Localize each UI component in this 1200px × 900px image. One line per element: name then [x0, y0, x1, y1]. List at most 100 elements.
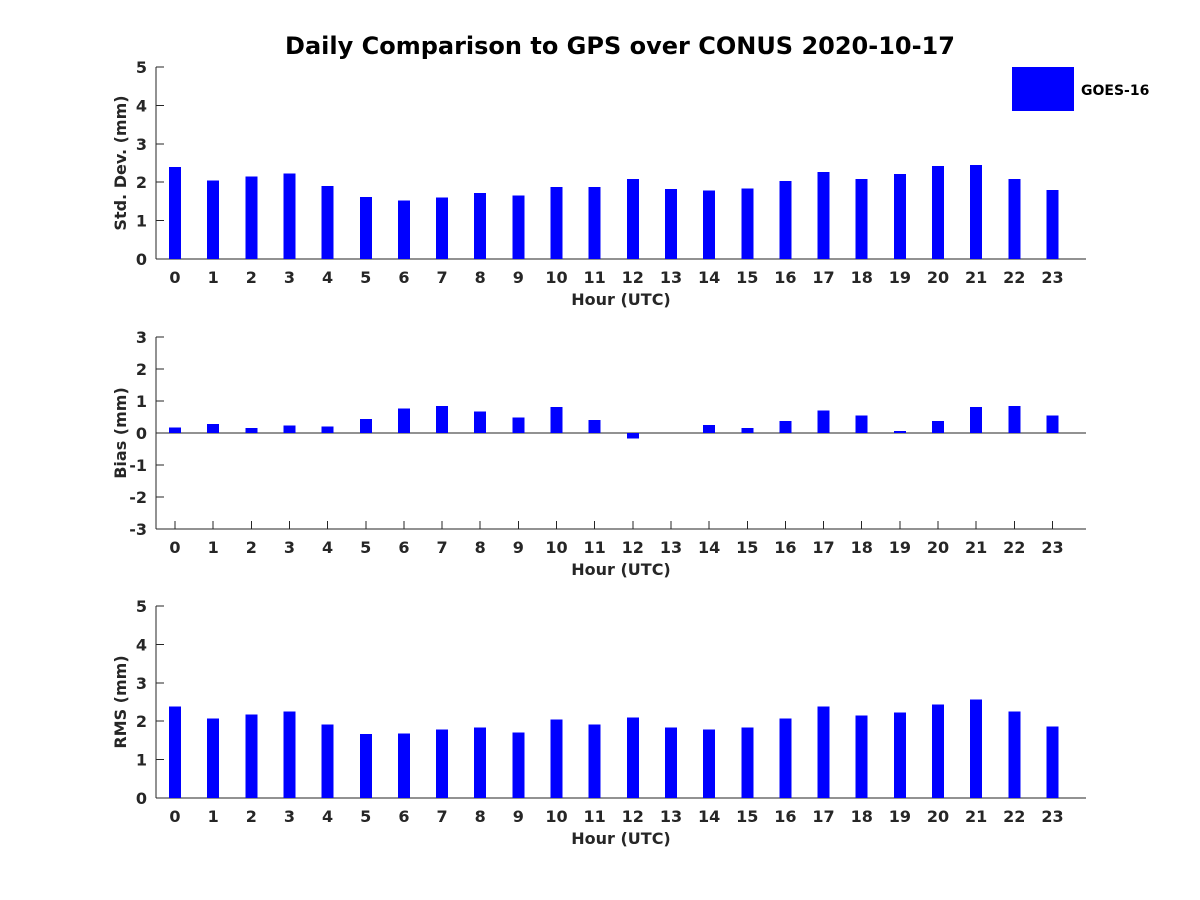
bias-x-tick-label: 22 — [1003, 538, 1025, 557]
bias-x-tick-label: 17 — [812, 538, 834, 557]
bias-bar — [1046, 415, 1059, 433]
std-dev-x-tick-label: 23 — [1041, 268, 1063, 287]
bias-bar — [741, 427, 754, 433]
bias-y-tick-label: 3 — [136, 328, 147, 347]
bias-bar — [359, 419, 372, 433]
rms-y-tick-label: 5 — [136, 597, 147, 616]
rms-x-tick-label: 10 — [545, 807, 567, 826]
rms-x-tick-label: 21 — [965, 807, 987, 826]
std-dev-bar — [321, 186, 334, 259]
bias-x-tick-label: 15 — [736, 538, 758, 557]
std-dev-x-tick-label: 0 — [169, 268, 180, 287]
std-dev-bar — [1046, 189, 1059, 259]
bias-y-tick-label: 0 — [136, 424, 147, 443]
bias-x-tick-label: 12 — [622, 538, 644, 557]
bias-x-tick-label: 3 — [284, 538, 295, 557]
rms-bar — [817, 706, 830, 798]
bias-x-tick-label: 2 — [246, 538, 257, 557]
bias-x-tick-label: 1 — [208, 538, 219, 557]
rms-bar — [397, 733, 410, 798]
std-dev-bar — [512, 195, 525, 259]
bias-bar — [436, 405, 449, 433]
std-dev-y-tick-label: 1 — [136, 212, 147, 231]
std-dev-y-tick-label: 2 — [136, 173, 147, 192]
std-dev-y-tick-label: 3 — [136, 135, 147, 154]
std-dev-bar — [970, 164, 983, 259]
rms-y-tick-label: 2 — [136, 712, 147, 731]
std-dev-bar — [779, 181, 792, 259]
rms-bar — [932, 704, 944, 798]
rms-bar — [970, 699, 983, 798]
rms-y-tick-label: 0 — [136, 789, 147, 808]
std-dev-y-tick-label: 4 — [136, 96, 147, 115]
std-dev-x-tick-label: 8 — [475, 268, 486, 287]
bias-bar — [474, 411, 487, 433]
rms-x-tick-label: 8 — [475, 807, 486, 826]
std-dev-x-tick-label: 4 — [322, 268, 333, 287]
rms-x-tick-label: 15 — [736, 807, 758, 826]
bias-x-tick-label: 19 — [889, 538, 911, 557]
std-dev-bar — [741, 188, 754, 259]
bias-x-tick-label: 8 — [475, 538, 486, 557]
std-dev-bar — [855, 179, 868, 259]
rms-x-tick-label: 11 — [584, 807, 606, 826]
bias-bar — [169, 427, 181, 433]
rms-bar — [588, 724, 601, 798]
bias-x-tick-label: 11 — [584, 538, 606, 557]
legend-label-goes-16: GOES-16 — [1081, 83, 1149, 99]
std-dev-x-tick-label: 7 — [436, 268, 447, 287]
bias-bar — [512, 417, 525, 433]
bias-bar — [893, 430, 906, 433]
rms-x-tick-label: 18 — [851, 807, 873, 826]
std-dev-x-tick-label: 2 — [246, 268, 257, 287]
rms-bar — [512, 732, 525, 798]
bias-bar — [779, 420, 792, 433]
rms-y-tick-label: 1 — [136, 751, 147, 770]
std-dev-x-tick-label: 15 — [736, 268, 758, 287]
rms-bar — [703, 729, 716, 798]
bias-x-tick-label: 5 — [360, 538, 371, 557]
std-dev-bar — [817, 171, 830, 259]
bias-x-tick-label: 23 — [1041, 538, 1063, 557]
std-dev-x-tick-label: 12 — [622, 268, 644, 287]
std-dev-bar — [397, 200, 410, 259]
std-dev-bar — [550, 186, 563, 259]
chart-title: Daily Comparison to GPS over CONUS 2020-… — [285, 32, 955, 60]
bias-x-tick-label: 4 — [322, 538, 333, 557]
bias-y-tick-label: -2 — [129, 488, 147, 507]
rms-x-tick-label: 23 — [1041, 807, 1063, 826]
rms-x-tick-label: 17 — [812, 807, 834, 826]
rms-x-tick-label: 9 — [513, 807, 524, 826]
rms-bar — [474, 727, 487, 798]
std-dev-x-tick-label: 3 — [284, 268, 295, 287]
rms-bar — [1008, 711, 1021, 798]
bias-bar — [703, 425, 716, 433]
rms-x-tick-label: 4 — [322, 807, 333, 826]
rms-bar — [779, 718, 792, 798]
bias-y-tick-label: -3 — [129, 520, 147, 539]
bias-bar — [817, 410, 830, 433]
rms-x-tick-label: 20 — [927, 807, 949, 826]
std-dev-bar — [932, 166, 944, 259]
rms-x-tick-label: 12 — [622, 807, 644, 826]
rms-x-tick-label: 19 — [889, 807, 911, 826]
rms-x-tick-label: 3 — [284, 807, 295, 826]
std-dev-bar — [703, 190, 716, 259]
bias-x-tick-label: 6 — [398, 538, 409, 557]
std-dev-x-tick-label: 19 — [889, 268, 911, 287]
rms-x-axis-label: Hour (UTC) — [571, 829, 671, 848]
std-dev-bar — [359, 196, 372, 259]
rms-y-tick-label: 4 — [136, 635, 147, 654]
bias-x-tick-label: 10 — [545, 538, 567, 557]
bias-bar — [855, 415, 868, 433]
std-dev-x-tick-label: 9 — [513, 268, 524, 287]
rms-bar — [245, 714, 258, 798]
rms-x-tick-label: 16 — [774, 807, 796, 826]
std-dev-bar — [474, 192, 487, 259]
bias-bar — [245, 427, 258, 433]
rms-bar — [169, 706, 181, 798]
bias-x-tick-label: 9 — [513, 538, 524, 557]
